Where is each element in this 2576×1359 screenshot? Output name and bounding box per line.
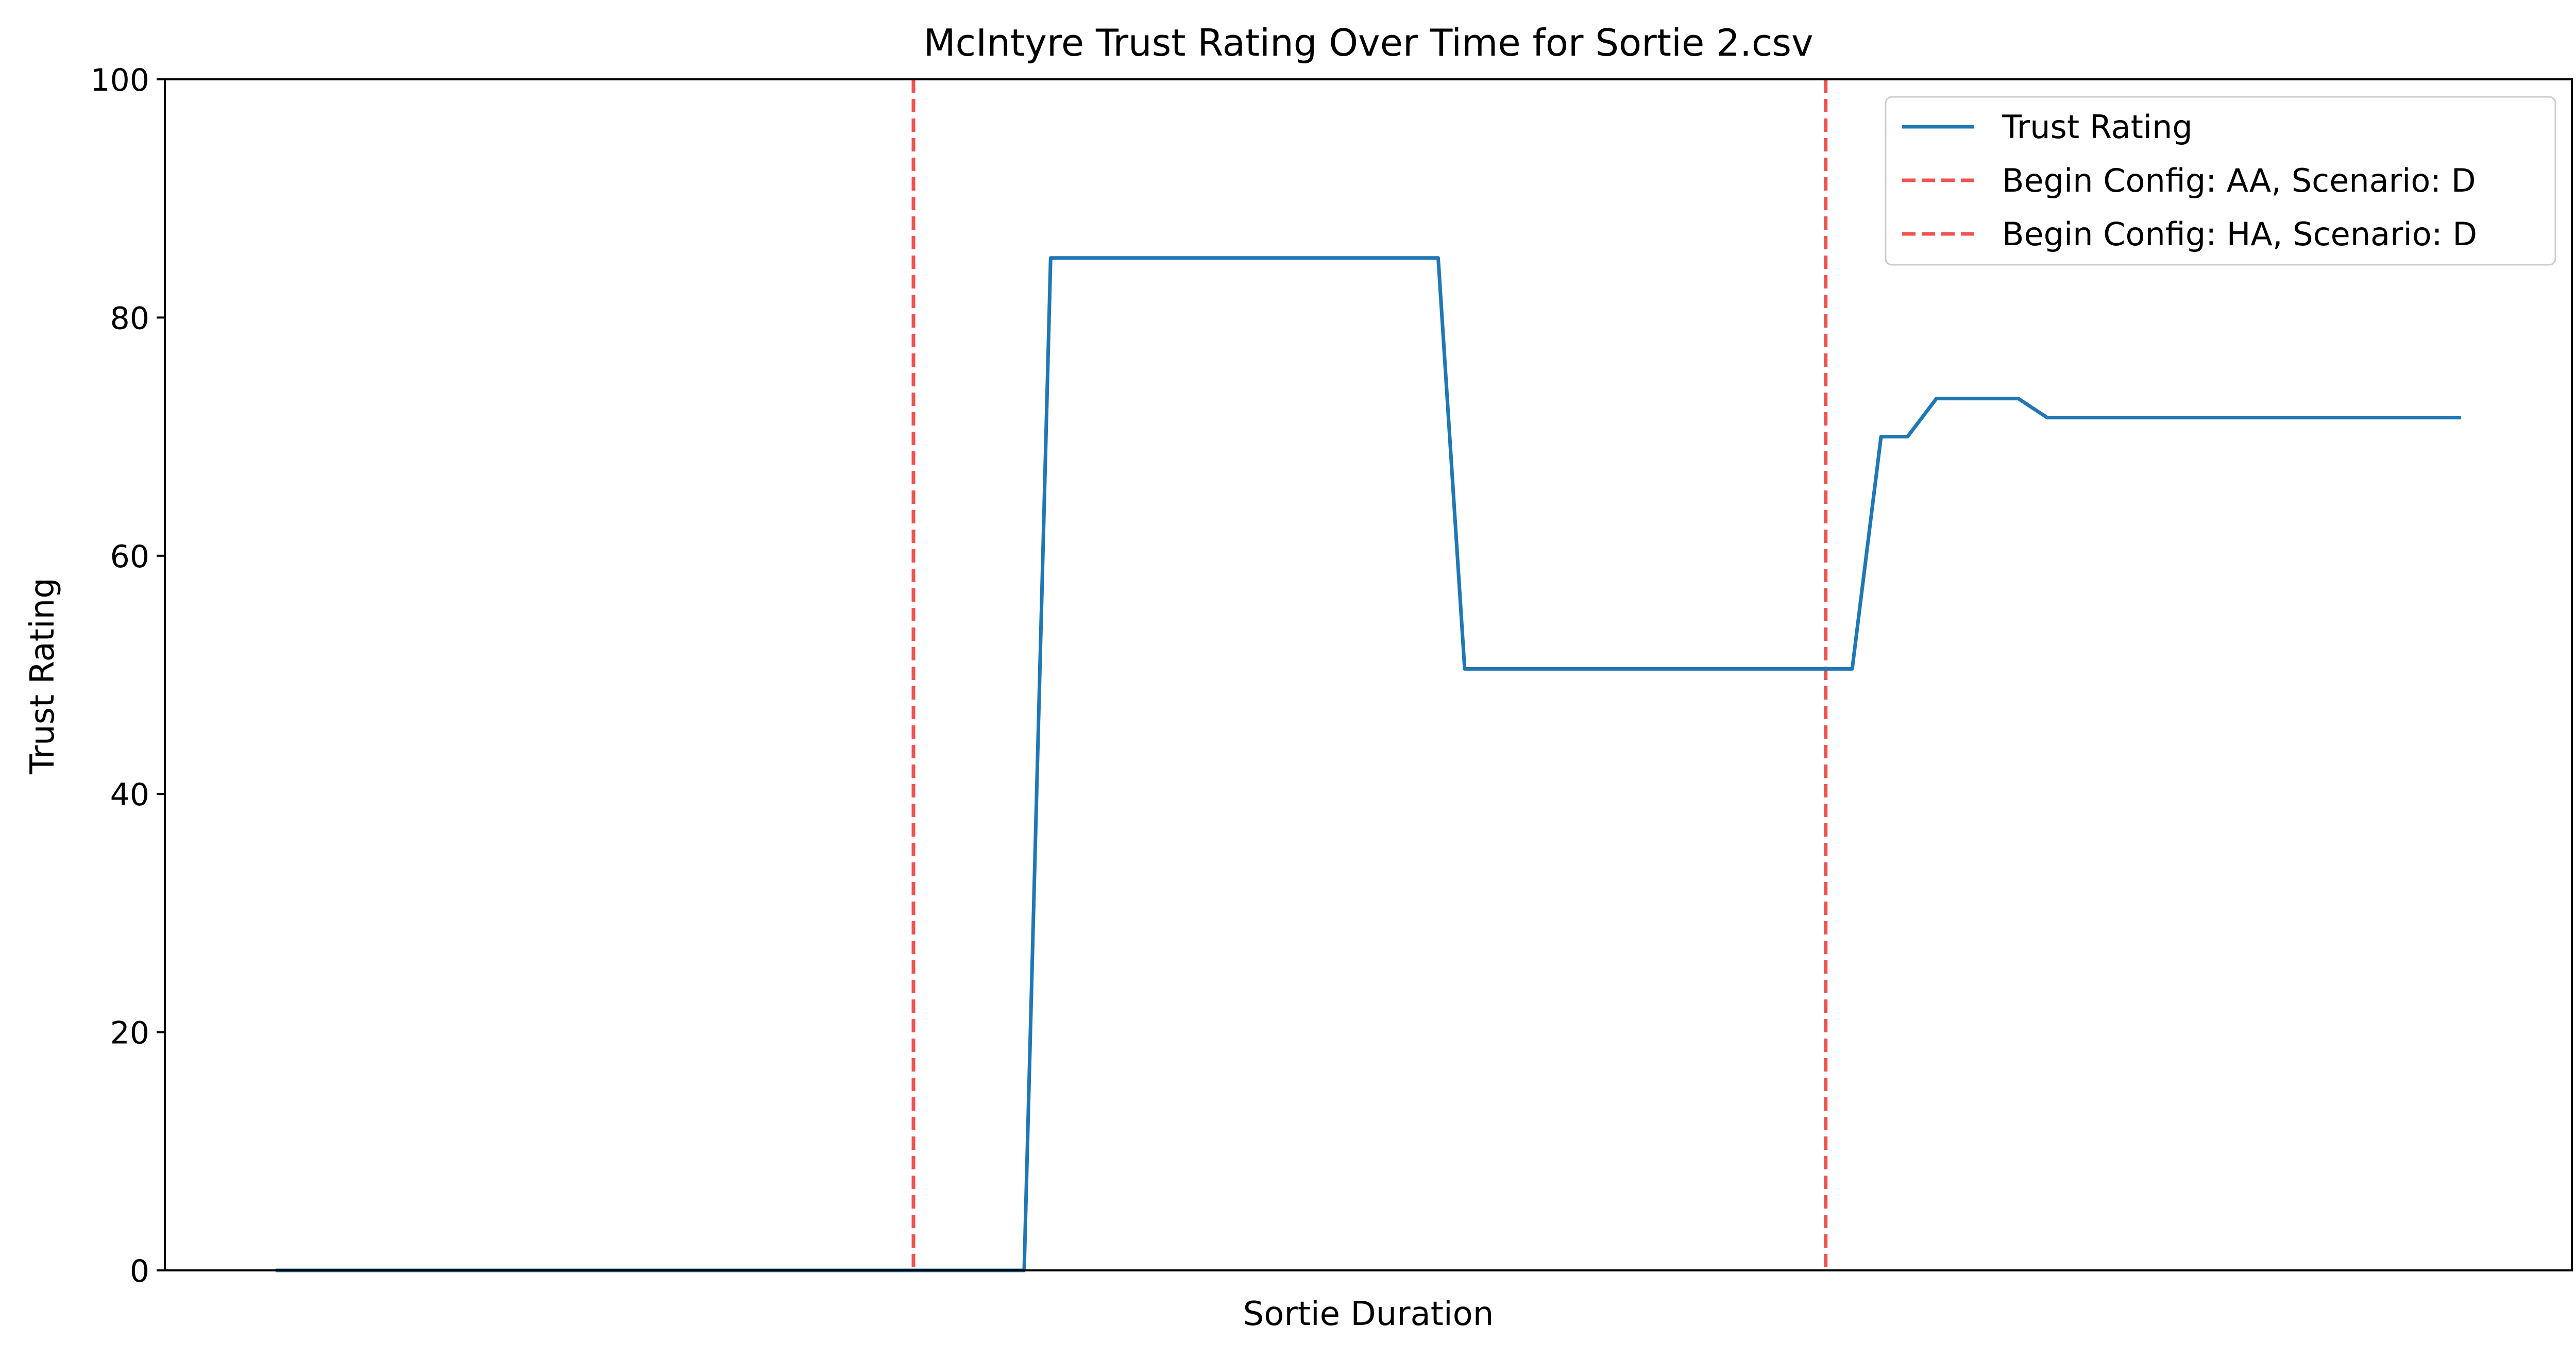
y-tick-label: 0 bbox=[130, 1253, 149, 1289]
plot-area-frame bbox=[164, 78, 2573, 1271]
legend-entry-trust-rating: Trust Rating bbox=[1902, 108, 2193, 146]
legend-entry-vline-2: Begin Config: HA, Scenario: D bbox=[1902, 215, 2477, 253]
legend-label: Begin Config: HA, Scenario: D bbox=[2002, 215, 2477, 253]
y-tick-label: 60 bbox=[110, 539, 149, 575]
legend-label: Begin Config: AA, Scenario: D bbox=[2002, 162, 2476, 199]
y-tick-label: 100 bbox=[90, 62, 149, 98]
chart-title: McIntyre Trust Rating Over Time for Sort… bbox=[923, 21, 1813, 64]
x-axis-label: Sortie Duration bbox=[1243, 1295, 1494, 1333]
legend-box bbox=[1885, 96, 2556, 266]
legend-label: Trust Rating bbox=[2002, 108, 2193, 146]
legend-entry-vline-1: Begin Config: AA, Scenario: D bbox=[1902, 162, 2476, 199]
y-tick-label: 80 bbox=[110, 300, 149, 336]
y-axis-ticks: 0 20 40 60 80 100 bbox=[90, 62, 165, 1289]
series-line-trust-rating bbox=[275, 256, 2462, 1272]
y-axis-label: Trust Rating bbox=[24, 577, 62, 775]
series-layer bbox=[275, 256, 2462, 1272]
vertical-markers bbox=[911, 79, 1828, 1270]
y-tick-label: 40 bbox=[110, 777, 149, 813]
y-tick-label: 20 bbox=[110, 1015, 149, 1051]
legend: Trust Rating Begin Config: AA, Scenario: … bbox=[1885, 96, 2556, 266]
